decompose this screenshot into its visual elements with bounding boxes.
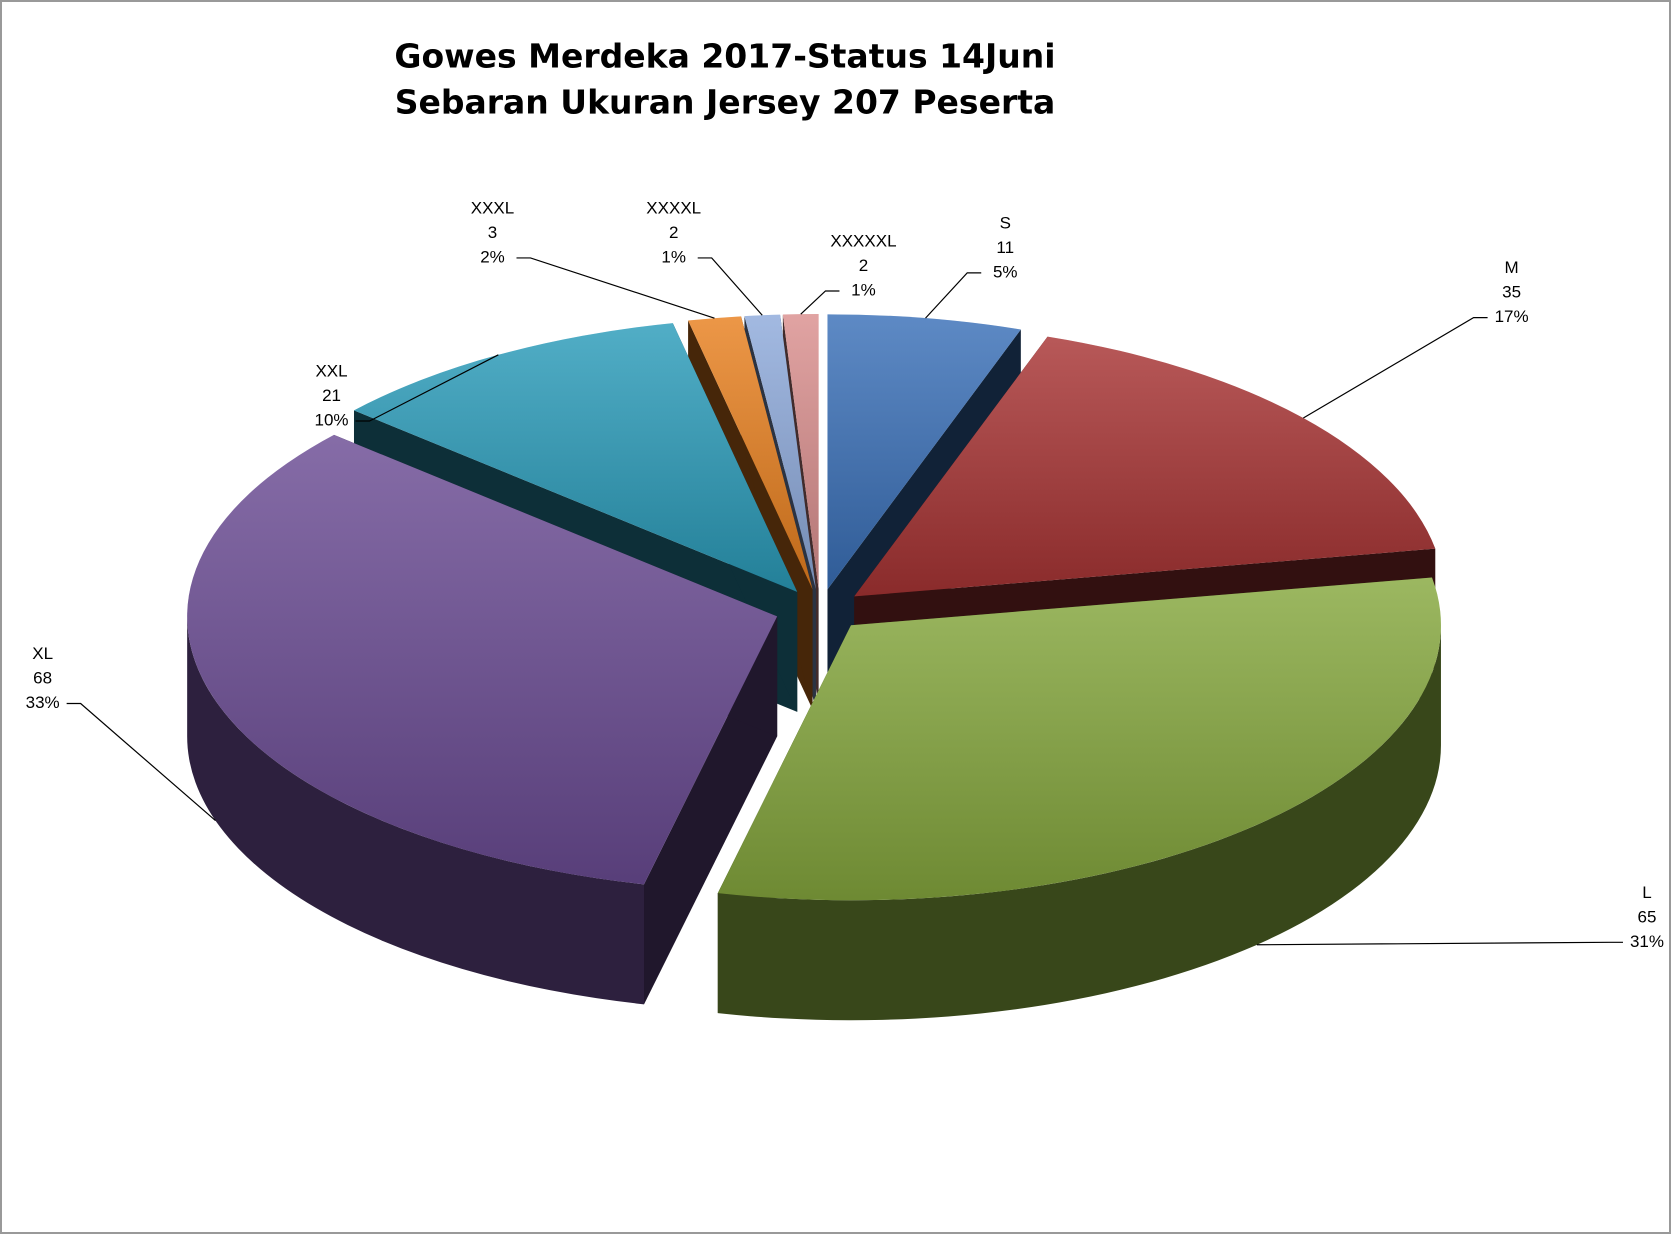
value-label: 11 (996, 238, 1014, 257)
leader-line (355, 354, 499, 422)
category-label: XL (32, 644, 53, 663)
percent-label: 2% (480, 247, 505, 266)
slice-top-shade (717, 577, 1441, 901)
leader-line (925, 272, 982, 319)
category-label: L (1642, 883, 1651, 902)
value-label: 3 (488, 223, 497, 242)
slice-top-shade (688, 316, 813, 590)
slice-top-shade (187, 434, 778, 885)
percent-label: 5% (993, 262, 1018, 281)
category-label: XXXXL (646, 198, 701, 217)
category-label: XXL (315, 362, 347, 381)
value-label: 2 (859, 256, 868, 275)
slice-top-shade (353, 323, 798, 592)
leader-line (66, 702, 216, 822)
category-label: XXXL (471, 198, 514, 217)
slice-top-shade (827, 314, 1021, 590)
category-label: M (1505, 258, 1519, 277)
value-label: 68 (33, 669, 52, 688)
slice-side (717, 625, 1441, 1021)
value-label: 2 (669, 223, 678, 242)
leader-line (800, 290, 840, 315)
category-label: S (1000, 213, 1011, 232)
category-label: XXXXXL (830, 231, 896, 250)
percent-label: 10% (315, 411, 349, 430)
value-label: 65 (1638, 907, 1657, 926)
chart-subtitle: Sebaran Ukuran Jersey 207 Peserta (395, 83, 1056, 122)
slice-top-shade (782, 314, 819, 590)
percent-label: 1% (661, 247, 686, 266)
leader-line (1256, 941, 1623, 946)
chart-title: Gowes Merdeka 2017-Status 14Juni (394, 37, 1055, 76)
leader-line (1303, 317, 1488, 419)
percent-label: 17% (1495, 307, 1529, 326)
value-label: 35 (1502, 283, 1521, 302)
percent-label: 31% (1630, 932, 1664, 951)
value-label: 21 (322, 386, 341, 405)
slice (717, 577, 1441, 1021)
slice-top-shade (744, 314, 816, 590)
slice-side (187, 616, 645, 1005)
slice-top-shade (854, 336, 1436, 597)
slice (187, 434, 778, 1005)
leader-line (516, 257, 715, 319)
percent-label: 33% (26, 693, 60, 712)
percent-label: 1% (851, 280, 876, 299)
leader-line (697, 257, 763, 316)
